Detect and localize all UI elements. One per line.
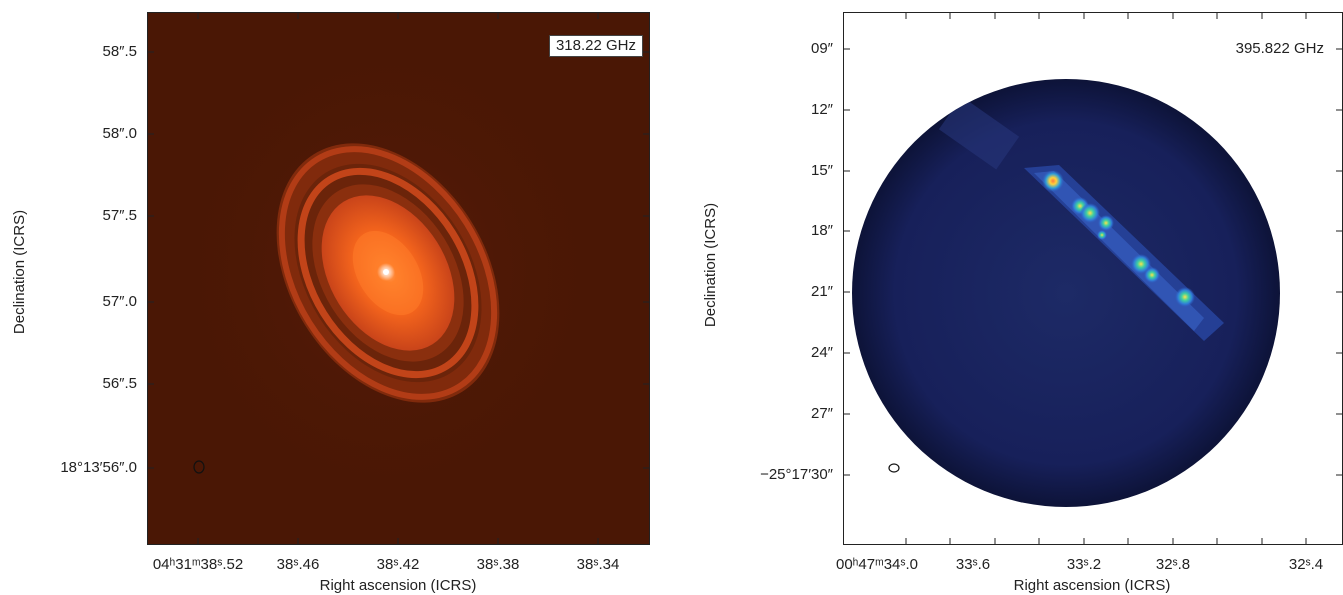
beam-ellipse: [193, 460, 205, 474]
panel-a: 318.22 GHz 58″.5 58″.0 57″.5 57″.0 56″.5…: [11, 12, 650, 594]
x-tick-label: 32ˢ.4: [1288, 556, 1324, 573]
panel-a-image: 318.22 GHz: [147, 12, 650, 545]
x-axis-title: Right ascension (ICRS): [319, 577, 477, 594]
x-axis-title: Right ascension (ICRS): [1013, 577, 1171, 594]
y-tick-label: −25°17′30″: [760, 466, 833, 483]
y-tick-label: 58″.0: [102, 125, 137, 142]
y-axis-title: Declination (ICRS): [702, 202, 719, 328]
y-tick-label: 09″: [811, 40, 833, 57]
x-tick-label: 32ˢ.8: [1155, 556, 1191, 573]
x-tick-label: 00ʰ47ᵐ34ˢ.0: [835, 556, 919, 573]
x-tick-label: 33ˢ.2: [1066, 556, 1102, 573]
y-tick-label: 12″: [811, 101, 833, 118]
panel-b: 395.822 GHz 09″ 12″ 15″ 18″ 21″ 24″ 27″: [702, 12, 1343, 594]
y-tick-label: 27″: [811, 405, 833, 422]
panel-b-image: 395.822 GHz: [843, 12, 1343, 545]
y-tick-label: 18°13′56″.0: [60, 459, 137, 476]
y-tick-label: 56″.5: [102, 375, 137, 392]
frequency-label: 318.22 GHz: [548, 35, 643, 57]
y-tick-label: 57″.5: [102, 207, 137, 224]
y-tick-label: 18″: [811, 222, 833, 239]
y-tick-label: 24″: [811, 344, 833, 361]
galaxy-image: [852, 79, 1280, 507]
beam-ellipse: [888, 463, 900, 473]
y-tick-label: 21″: [811, 283, 833, 300]
frequency-label: 395.822 GHz: [1229, 39, 1330, 59]
y-tick-label: 58″.5: [102, 43, 137, 60]
y-tick-label: 57″.0: [102, 293, 137, 310]
y-tick-label: 15″: [811, 162, 833, 179]
x-tick-label: 33ˢ.6: [955, 556, 991, 573]
disk-image: [148, 13, 649, 544]
